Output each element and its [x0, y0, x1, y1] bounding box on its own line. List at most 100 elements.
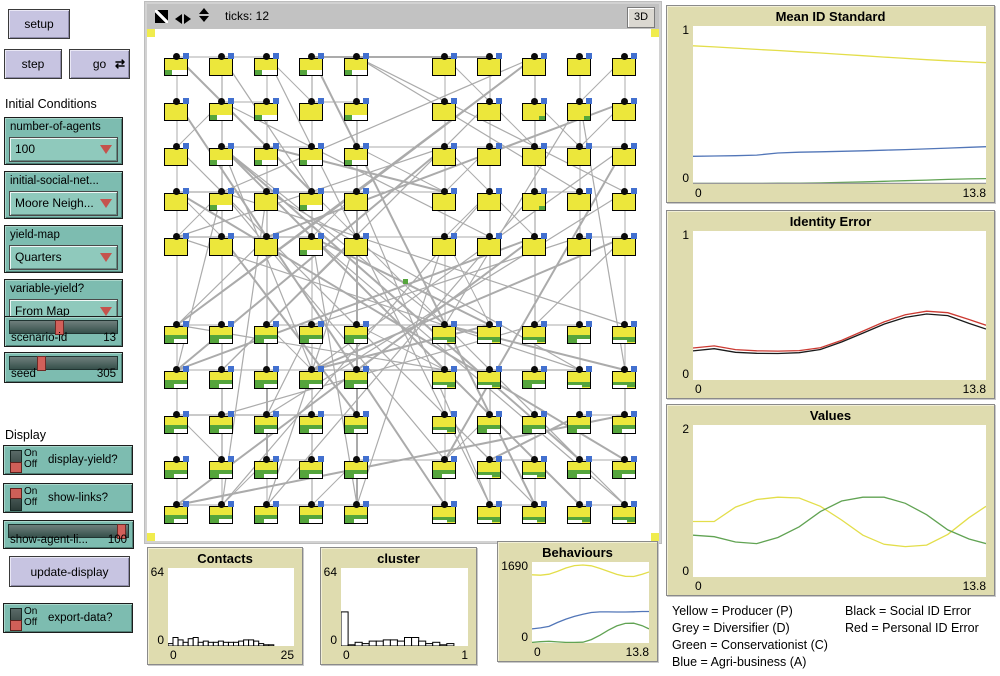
switch-channel[interactable] [10, 488, 22, 511]
agent-behaviour-tag [273, 456, 279, 462]
agent [254, 233, 280, 257]
switch-channel[interactable] [10, 608, 22, 631]
agent-farm-shape [432, 238, 456, 256]
switch-knob[interactable] [10, 488, 22, 499]
agent-behaviour-tag [541, 53, 547, 59]
agent-behaviour-tag [496, 53, 502, 59]
agent-node-dot [218, 456, 225, 463]
switch-display-yield[interactable]: On Off display-yield? [3, 445, 133, 475]
agent-behaviour-tag [228, 143, 234, 149]
slider-seed[interactable]: seed 305 [4, 352, 123, 383]
agent-node-dot [441, 501, 448, 508]
agent-behaviour-tag [586, 366, 592, 372]
agent-behaviour-tag [228, 321, 234, 327]
update-display-button[interactable]: update-display [9, 556, 130, 587]
plot-title: cluster [377, 551, 420, 566]
switch-channel[interactable] [10, 450, 22, 473]
agent-node-dot [263, 321, 270, 328]
agent-node-dot [441, 233, 448, 240]
switch-export-data[interactable]: On Off export-data? [3, 603, 133, 633]
chooser-number-of-agents[interactable]: number-of-agents 100 [4, 117, 123, 165]
view-3d-button[interactable]: 3D [627, 7, 655, 28]
agent [299, 366, 325, 390]
agent-node-dot [353, 233, 360, 240]
agent [344, 411, 370, 435]
chooser-initial-social-net[interactable]: initial-social-net... Moore Neigh... [4, 171, 123, 219]
resize-view-icon[interactable] [155, 10, 168, 23]
agent-farm-shape [477, 148, 501, 166]
step-button[interactable]: step [4, 49, 62, 79]
agent [164, 188, 190, 212]
agent-node-dot [173, 411, 180, 418]
agent-behaviour-tag [586, 411, 592, 417]
agent-behaviour-tag [183, 143, 189, 149]
world-canvas[interactable] [147, 29, 659, 541]
switch-label: display-yield? [48, 454, 118, 466]
agent-behaviour-tag [318, 456, 324, 462]
dropdown-arrow-icon [100, 253, 112, 262]
pan-horizontal-icon[interactable] [175, 11, 191, 29]
y-axis-min-label: 0 [330, 633, 337, 647]
world-view[interactable]: ticks: 12 3D [145, 2, 661, 543]
agent-farm-shape [567, 148, 591, 166]
agent-behaviour-tag [496, 501, 502, 507]
go-button[interactable]: go ⇄ [69, 49, 130, 79]
agent [477, 98, 503, 122]
agent [254, 411, 280, 435]
slider-label: seed [11, 368, 36, 380]
agent [477, 366, 503, 390]
slider-scenario-id[interactable]: scenario-id 13 [4, 316, 123, 347]
agent [432, 53, 458, 77]
agent-behaviour-tag [451, 456, 457, 462]
switch-knob[interactable] [10, 620, 22, 631]
pan-vertical-icon[interactable] [199, 8, 209, 22]
agent-behaviour-tag [586, 143, 592, 149]
display-heading: Display [5, 428, 46, 442]
agent-behaviour-tag [586, 98, 592, 104]
agent-behaviour-tag [318, 98, 324, 104]
agent-farm-shape [477, 506, 501, 524]
chooser-dropdown[interactable]: Moore Neigh... [9, 191, 118, 216]
agent [164, 98, 190, 122]
switch-knob[interactable] [10, 462, 22, 473]
yellow-corner-patch [147, 533, 155, 541]
chooser-yield-map[interactable]: yield-map Quarters [4, 225, 123, 273]
plot-title: Mean ID Standard [775, 9, 886, 24]
slider-track[interactable] [8, 524, 129, 539]
agent-behaviour-tag [273, 411, 279, 417]
agent-node-dot [576, 188, 583, 195]
chooser-value: 100 [15, 142, 36, 156]
slider-knob[interactable] [55, 320, 64, 335]
agent-node-dot [621, 188, 628, 195]
slider-knob[interactable] [37, 356, 46, 371]
agent-farm-shape [567, 416, 591, 434]
agent-farm-shape [254, 371, 278, 389]
plot-identity-error: Identity Error 1 0 0 13.8 [666, 210, 995, 399]
slider-show-agent-li[interactable]: show-agent-li... 100 [3, 520, 134, 549]
slider-knob[interactable] [117, 524, 126, 539]
agent-behaviour-tag [273, 233, 279, 239]
agent-farm-shape [432, 58, 456, 76]
agent-farm-shape [522, 58, 546, 76]
agent-node-dot [173, 321, 180, 328]
agent-node-dot [576, 98, 583, 105]
agent [344, 143, 370, 167]
slider-track[interactable] [9, 320, 118, 335]
agent-farm-shape [164, 416, 188, 434]
x-axis-max-label: 13.8 [962, 382, 986, 396]
switch-show-links[interactable]: On Off show-links? [3, 483, 133, 513]
agent-farm-shape [477, 238, 501, 256]
chooser-value: Quarters [15, 250, 62, 264]
agent [477, 188, 503, 212]
agent [612, 411, 638, 435]
y-axis-min-label: 0 [682, 564, 689, 578]
setup-button[interactable]: setup [8, 9, 70, 39]
slider-track[interactable] [9, 356, 118, 371]
yellow-corner-patch [651, 29, 659, 37]
agent-farm-shape [612, 238, 636, 256]
slider-value: 13 [103, 332, 116, 344]
agent-node-dot [353, 501, 360, 508]
chooser-dropdown[interactable]: 100 [9, 137, 118, 162]
chooser-dropdown[interactable]: Quarters [9, 245, 118, 270]
agent [432, 188, 458, 212]
